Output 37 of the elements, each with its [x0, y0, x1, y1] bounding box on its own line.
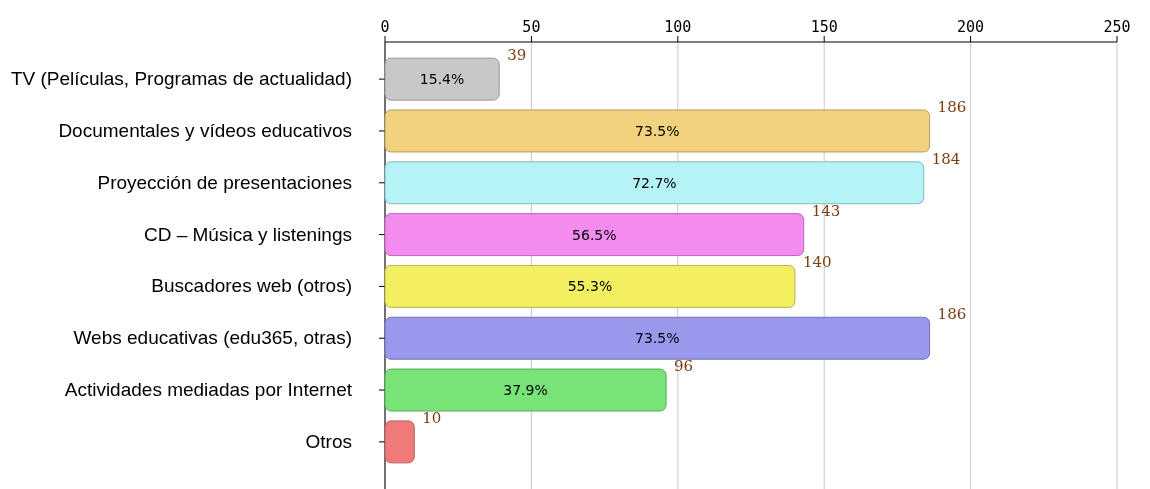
x-tick-label: 200 — [957, 18, 985, 36]
annotation: 15.4% — [419, 71, 465, 88]
bar — [384, 57, 500, 101]
data-label: 10 — [422, 408, 442, 427]
annotation: 37.9% — [503, 382, 548, 399]
y-tick-label: Documentales y vídeos educativos — [58, 119, 352, 141]
bar — [384, 316, 931, 360]
bar — [384, 368, 667, 412]
data-label: 140 — [802, 253, 832, 272]
y-tick-label: Actividades mediadas por Internet — [64, 379, 353, 401]
data-label: 186 — [937, 97, 967, 116]
annotation: 73.5% — [635, 330, 680, 347]
x-tick-label: 50 — [522, 18, 541, 36]
y-tick-label: TV (Películas, Programas de actualidad) — [10, 68, 352, 90]
x-tick-label: 0 — [380, 18, 390, 36]
bar — [384, 420, 415, 464]
data-label: 96 — [674, 357, 694, 376]
x-tick-label: 150 — [810, 18, 838, 36]
bar — [384, 213, 805, 257]
bar — [384, 109, 931, 153]
data-label: 186 — [937, 305, 967, 324]
x-tick-label: 100 — [664, 18, 692, 36]
annotation: 73.5% — [635, 122, 680, 139]
annotation: 55.3% — [567, 278, 613, 295]
annotation: 72.7% — [632, 174, 677, 191]
y-tick-label: Otros — [305, 430, 352, 452]
bar — [384, 161, 925, 205]
annotation: 56.5% — [572, 226, 617, 243]
y-tick-label: CD – Música y listenings — [143, 223, 352, 245]
y-tick-label: Proyección de presentaciones — [97, 171, 352, 193]
y-tick-label: Webs educativas (edu365, otras) — [73, 327, 352, 349]
data-label: 39 — [507, 46, 527, 65]
data-label: 143 — [811, 201, 841, 220]
data-label: 184 — [931, 149, 961, 168]
bar — [384, 264, 796, 308]
y-tick-label: Buscadores web (otros) — [151, 275, 352, 297]
x-tick-label: 250 — [1103, 18, 1131, 36]
